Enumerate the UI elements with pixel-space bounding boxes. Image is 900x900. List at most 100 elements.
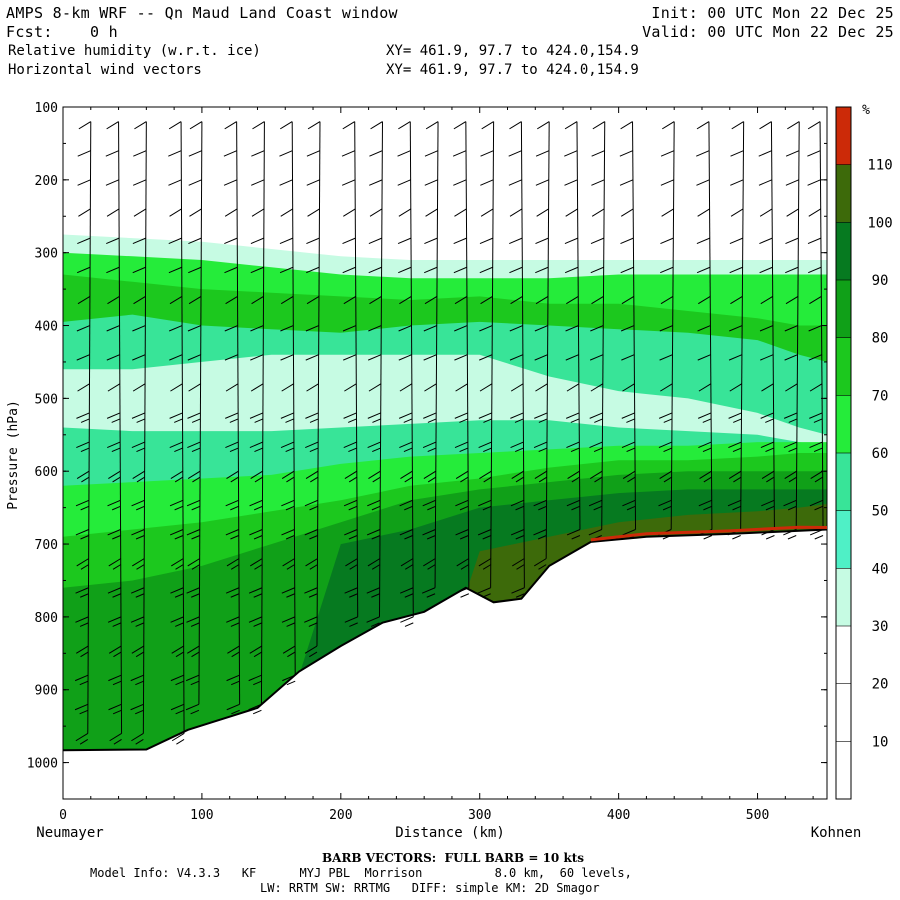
barb-flag: [77, 383, 90, 392]
wind-barb-column: [397, 121, 414, 627]
barb-flag: [698, 295, 711, 305]
barb-flag: [368, 383, 382, 392]
barb-flag: [453, 266, 467, 274]
barb-flag: [191, 505, 201, 511]
barb-flag: [427, 447, 437, 453]
barb-flag: [170, 587, 184, 594]
barb-flag: [285, 447, 295, 453]
barb-flag: [593, 505, 603, 511]
colorbar-swatch: [836, 107, 851, 165]
barb-flag: [658, 499, 672, 507]
barb-flag: [427, 505, 436, 511]
barb-flag: [132, 325, 146, 332]
colorbar-swatch: [836, 337, 851, 396]
wind-barb-column: [508, 121, 525, 598]
barb-flag: [285, 418, 294, 423]
barb-flag: [310, 476, 319, 483]
barb-flag: [759, 121, 772, 130]
barb-flag: [511, 587, 525, 594]
barb-flag: [342, 237, 356, 245]
y-tick-label: 300: [35, 247, 58, 262]
barb-flag: [280, 295, 294, 305]
barb-flag: [534, 412, 548, 419]
distance-axis: 0 100 200 300 400 500: [59, 107, 814, 823]
barb-flag: [698, 383, 712, 392]
barb-flag: [249, 499, 263, 507]
barb-flag: [729, 383, 742, 392]
barb-flag: [249, 412, 264, 419]
barb-flag: [224, 237, 238, 245]
barb-flag: [368, 237, 382, 245]
barb-flag: [191, 593, 200, 598]
barb-flag: [814, 476, 823, 483]
barb-flag: [761, 383, 774, 392]
barb-flag: [231, 680, 240, 686]
barb-flag: [510, 499, 525, 507]
wind-barb-column: [279, 121, 296, 686]
barb-flag: [425, 121, 439, 130]
barb-flag: [132, 266, 146, 274]
barb-flag: [175, 564, 184, 570]
barb-flag: [591, 179, 605, 186]
barb-flag: [225, 529, 239, 536]
colorbar-swatch: [836, 395, 851, 453]
barb-flag: [224, 121, 237, 130]
barb-flag: [622, 470, 636, 479]
barb-flag: [189, 121, 203, 130]
barb-flag: [397, 237, 412, 245]
barb-flag: [371, 593, 380, 598]
barb-flag: [112, 593, 122, 598]
barb-flag: [479, 470, 492, 479]
plot-frame: [62, 106, 828, 800]
barb-flag: [108, 558, 121, 567]
barb-flag: [169, 412, 183, 419]
barb-flag: [455, 499, 469, 507]
barb-flag: [422, 441, 437, 448]
barb-flag: [479, 383, 493, 392]
barb-flag: [537, 535, 547, 540]
barb-flag: [404, 564, 414, 570]
barb-flag: [509, 266, 523, 274]
barb-flag: [730, 295, 743, 305]
barb-flag: [478, 441, 492, 448]
barb-flag: [400, 470, 413, 479]
barb-flag: [251, 179, 265, 186]
barb-flag: [308, 622, 318, 627]
barb-flag: [131, 412, 146, 419]
wind-barb-column: [223, 121, 241, 715]
barb-flag: [253, 593, 263, 598]
barb-flag: [306, 295, 320, 305]
barb-flag: [808, 325, 822, 332]
barb-flag: [426, 535, 436, 540]
x-tick-label: 200: [329, 808, 352, 823]
barb-flag: [188, 150, 202, 157]
barb-flag: [188, 295, 202, 305]
barb-flag: [306, 266, 320, 274]
barb-flag: [564, 179, 578, 186]
y-axis-label: Pressure (hPa): [6, 400, 21, 510]
barb-flag: [621, 354, 635, 361]
barb-flag: [404, 535, 413, 540]
barb-flag: [814, 535, 824, 540]
barb-flag: [250, 354, 264, 361]
barb-flag: [369, 208, 383, 217]
barb-flag: [426, 593, 436, 598]
barb-flag: [807, 237, 822, 245]
barb-flag: [75, 499, 90, 507]
barb-flag: [253, 535, 263, 540]
barb-flag: [809, 441, 823, 448]
barb-flag: [662, 505, 672, 511]
barb-flag: [514, 418, 524, 423]
barb-flag: [515, 535, 525, 540]
barb-flag: [188, 237, 202, 245]
barb-flag: [107, 587, 122, 594]
barb-flag: [787, 505, 797, 511]
barb-staff: [291, 121, 296, 676]
barb-flag: [281, 470, 295, 479]
barb-flag: [225, 587, 240, 594]
barb-flag: [571, 535, 581, 540]
barb-flag: [564, 266, 579, 274]
barb-flag: [279, 179, 293, 186]
barb-flag: [423, 354, 437, 361]
barb-flag: [191, 535, 201, 540]
